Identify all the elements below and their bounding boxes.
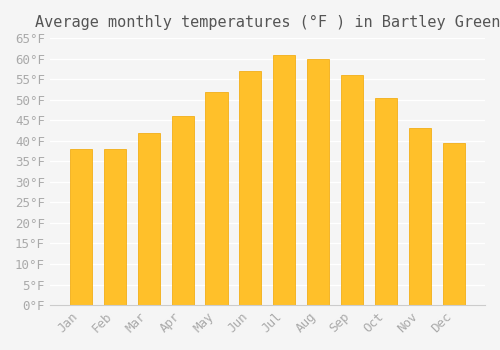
- Bar: [70, 149, 92, 305]
- Bar: [409, 128, 432, 305]
- Bar: [274, 55, 295, 305]
- Bar: [172, 116, 194, 305]
- Bar: [375, 98, 398, 305]
- Bar: [443, 143, 465, 305]
- Title: Average monthly temperatures (°F ) in Bartley Green: Average monthly temperatures (°F ) in Ba…: [34, 15, 500, 30]
- Bar: [240, 71, 262, 305]
- Bar: [138, 133, 160, 305]
- Bar: [104, 149, 126, 305]
- Bar: [308, 59, 330, 305]
- Bar: [206, 91, 228, 305]
- Bar: [342, 75, 363, 305]
